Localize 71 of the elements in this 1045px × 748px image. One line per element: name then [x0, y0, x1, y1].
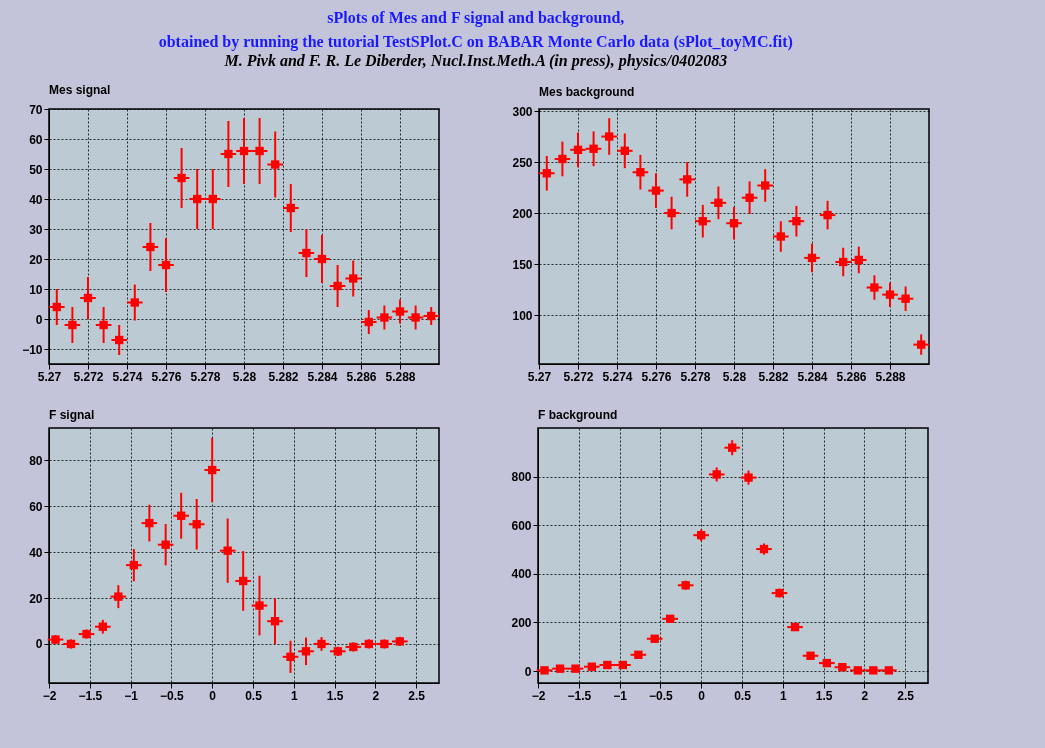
y-tick-label: 50: [29, 162, 43, 177]
x-tick-label: 0.5: [245, 688, 263, 703]
y-tick-label: 0: [35, 637, 43, 652]
x-tick-label: 5.274: [112, 369, 143, 384]
x-tick-label: 1: [290, 688, 298, 703]
y-tick-label: 150: [512, 257, 533, 272]
y-tick-label: 0: [35, 312, 43, 327]
x-tick-label: −1: [613, 688, 628, 703]
x-tick-label: 5.278: [680, 369, 711, 384]
x-tick-label: −2: [42, 688, 57, 703]
x-tick-label: 5.274: [602, 369, 633, 384]
x-tick-label: 5.284: [797, 369, 828, 384]
y-tick-label: 300: [512, 104, 533, 119]
x-tick-label: −2: [531, 688, 546, 703]
x-tick-label: 2: [861, 688, 869, 703]
y-tick-label: 200: [511, 615, 532, 630]
x-tick-label: 5.278: [190, 369, 221, 384]
x-tick-label: 5.27: [527, 369, 552, 384]
x-tick-label: 1: [779, 688, 787, 703]
y-tick-label: 80: [29, 453, 43, 468]
x-tick-label: 2: [372, 688, 380, 703]
y-tick-label: 600: [511, 518, 532, 533]
x-tick-label: −0.5: [649, 688, 674, 703]
y-tick-label: 20: [29, 591, 43, 606]
x-tick-label: −0.5: [160, 688, 185, 703]
text: sPlots of Mes and F signal and background,: [327, 9, 625, 28]
y-tick-label: 40: [29, 192, 43, 207]
chart-title: F background: [538, 408, 618, 422]
y-tick-label: 200: [512, 206, 533, 221]
x-tick-label: 5.284: [307, 369, 338, 384]
x-tick-label: −1.5: [567, 688, 592, 703]
x-tick-label: 5.286: [346, 369, 377, 384]
x-tick-label: 5.276: [641, 369, 672, 384]
x-tick-label: 2.5: [897, 688, 915, 703]
y-tick-label: 0: [524, 664, 532, 679]
x-tick-label: 2.5: [408, 688, 426, 703]
x-tick-label: 5.28: [722, 369, 747, 384]
y-tick-label: 70: [29, 102, 43, 117]
x-tick-label: −1.5: [78, 688, 103, 703]
y-tick-label: 60: [29, 132, 43, 147]
x-tick-label: 5.282: [758, 369, 789, 384]
y-tick-label: 30: [29, 222, 43, 237]
y-tick-label: 400: [511, 567, 532, 582]
x-tick-label: 1.5: [815, 688, 833, 703]
x-tick-label: 5.288: [385, 369, 416, 384]
text: M. Pivk and F. R. Le Diberder, Nucl.Inst.Meth.A (in press), physics/0402083: [223, 52, 728, 71]
y-tick-label: 100: [512, 308, 533, 323]
y-tick-label: −10: [22, 342, 43, 357]
x-tick-label: 5.288: [875, 369, 906, 384]
y-tick-label: 20: [29, 252, 43, 267]
x-tick-label: 5.282: [268, 369, 299, 384]
x-tick-label: 5.286: [836, 369, 867, 384]
y-tick-label: 60: [29, 499, 43, 514]
x-tick-label: 5.28: [232, 369, 257, 384]
x-tick-label: 0: [698, 688, 706, 703]
x-tick-label: 0.5: [734, 688, 752, 703]
x-tick-label: 5.272: [563, 369, 594, 384]
y-tick-label: 250: [512, 155, 533, 170]
chart-title: F signal: [49, 408, 95, 422]
y-tick-label: 800: [511, 470, 532, 485]
x-tick-label: −1: [124, 688, 139, 703]
text: obtained by running the tutorial TestSPlot.C on BABAR Monte Carlo data (sPlot_toyMC.fit): [158, 33, 793, 52]
chart-title: Mes background: [539, 85, 635, 100]
y-tick-label: 10: [29, 282, 43, 297]
chart-title: Mes signal: [49, 83, 111, 97]
y-tick-label: 40: [29, 545, 43, 560]
x-tick-label: 5.27: [37, 369, 62, 384]
x-tick-label: 1.5: [326, 688, 344, 703]
x-tick-label: 5.276: [151, 369, 182, 384]
x-tick-label: 0: [209, 688, 217, 703]
x-tick-label: 5.272: [73, 369, 104, 384]
